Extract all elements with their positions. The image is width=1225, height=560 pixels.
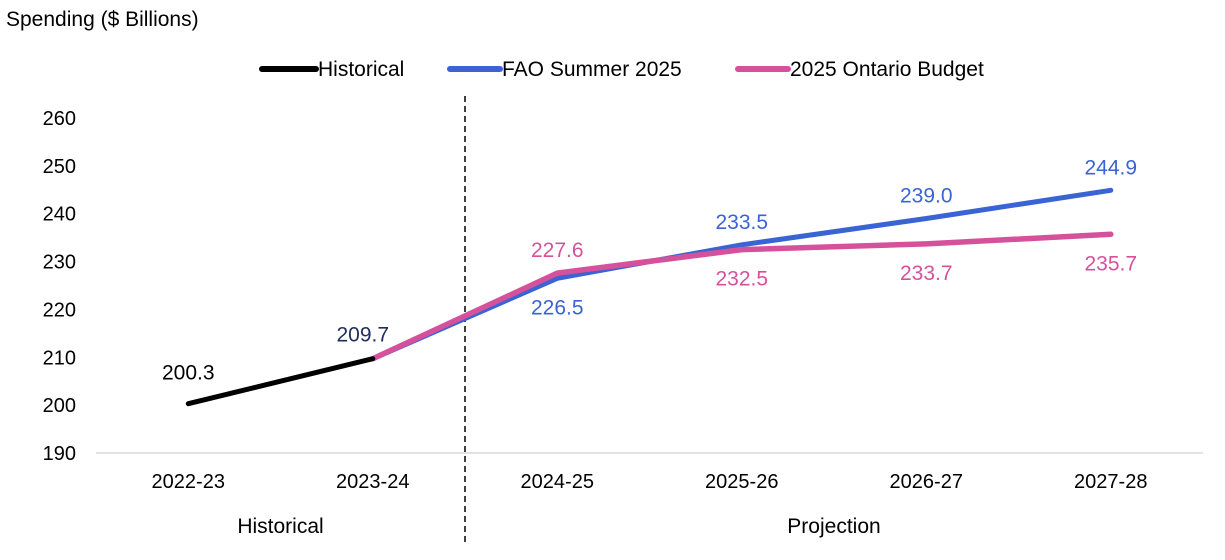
y-tick-label: 230	[43, 252, 76, 274]
data-label-budget: 233.7	[900, 262, 953, 285]
y-tick-label: 210	[43, 347, 76, 369]
y-tick-label: 240	[43, 204, 76, 226]
data-labels: 200.3 209.7 226.5 227.6 233.5 232.5 239.0 233.7…	[162, 156, 1137, 384]
data-label-historical: 209.7	[336, 324, 389, 347]
x-axis: 2022-23 2023-24 2024-25 2025-26 2026-27 2027-…	[96, 96, 1203, 545]
x-tick-label: 2024-25	[521, 471, 594, 493]
series-lines	[185, 187, 1114, 407]
data-label-fao: 233.5	[715, 211, 768, 234]
series-line-fao-summer-2025	[370, 187, 1114, 362]
x-tick-label: 2026-27	[890, 471, 963, 493]
period-label-historical: Historical	[237, 515, 323, 538]
data-label-budget: 232.5	[715, 268, 768, 291]
data-label-fao: 239.0	[900, 185, 953, 208]
legend-label: FAO Summer 2025	[502, 58, 682, 81]
y-tick-label: 200	[43, 395, 76, 417]
y-tick-label: 250	[43, 156, 76, 178]
data-label-fao: 244.9	[1084, 156, 1137, 179]
series-line-historical	[185, 356, 376, 407]
x-tick-label: 2023-24	[336, 471, 409, 493]
period-label-projection: Projection	[787, 515, 880, 538]
data-label-budget: 235.7	[1084, 252, 1137, 275]
x-tick-label: 2025-26	[705, 471, 778, 493]
data-label-historical: 200.3	[162, 362, 215, 385]
x-tick-label: 2027-28	[1074, 471, 1147, 493]
legend: Historical FAO Summer 2025 2025 Ontario Bu…	[259, 58, 984, 81]
legend-label: Historical	[318, 58, 404, 81]
data-label-fao: 226.5	[531, 296, 584, 319]
y-axis: 190 200 210 220 230 240 250 260	[43, 108, 76, 465]
x-tick-label: 2022-23	[152, 471, 225, 493]
legend-label: 2025 Ontario Budget	[790, 58, 984, 81]
series-line-2025-ontario-budget	[370, 231, 1114, 362]
y-tick-label: 220	[43, 299, 76, 321]
y-tick-label: 190	[43, 443, 76, 465]
data-label-budget: 227.6	[531, 239, 584, 262]
y-axis-title: Spending ($ Billions)	[6, 8, 199, 31]
y-tick-label: 260	[43, 108, 76, 130]
